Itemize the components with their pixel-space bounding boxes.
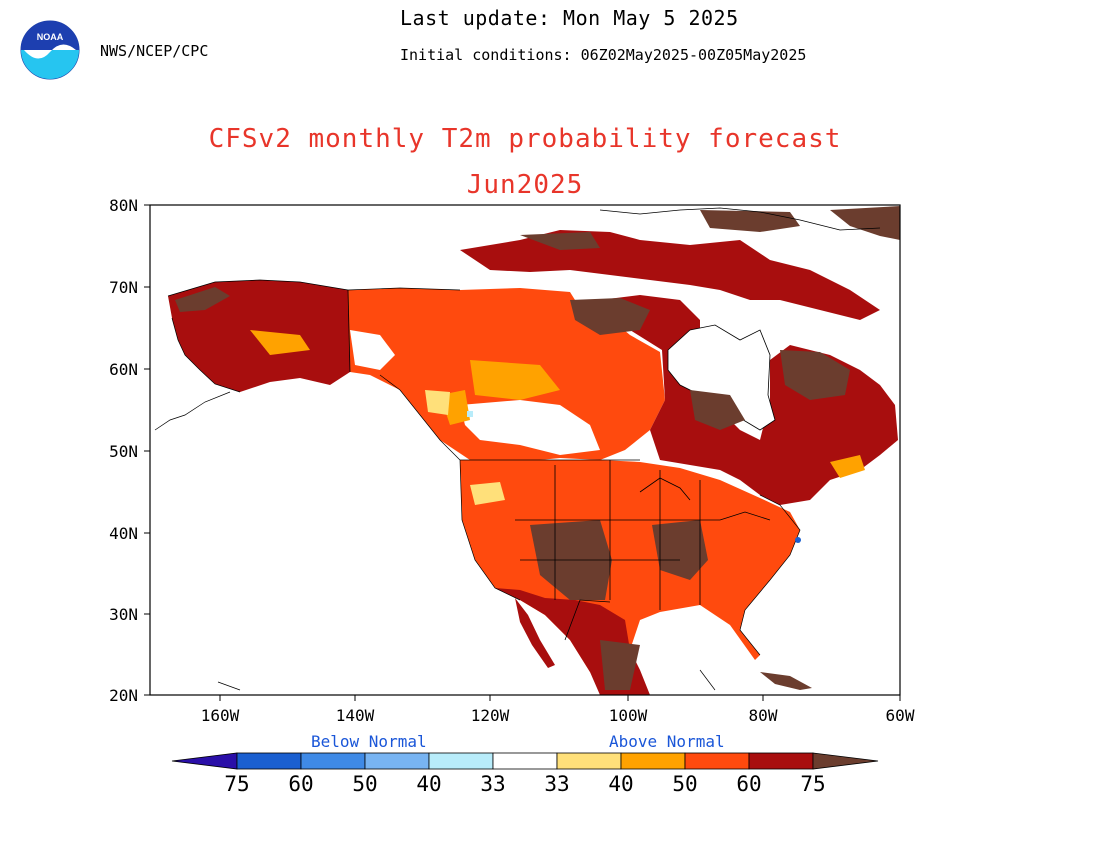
colorbar-label: 40 [416,772,442,796]
initial-conditions: Initial conditions: 06Z02May2025-00Z05Ma… [400,46,807,64]
lon-tick-label: 60W [885,706,915,725]
colorbar-label: 75 [224,772,250,796]
lon-tick-label: 120W [470,706,510,725]
above-normal-label: Above Normal [609,732,725,751]
colorbar-below-50 [300,752,366,770]
colorbar [171,752,879,770]
above-33-patches [425,390,505,505]
colorbar-label: 60 [288,772,314,796]
colorbar-above-33 [556,752,622,770]
lon-tick-label: 160W [200,706,240,725]
below-33-patch [467,411,473,417]
colorbar-label: 40 [608,772,634,796]
lat-tick-label: 60N [109,360,138,379]
last-update: Last update: Mon May 5 2025 [400,6,739,30]
tick-marks [144,204,901,701]
colorbar-normal [492,752,558,770]
below-normal-label: Below Normal [311,732,427,751]
noaa-logo-text: NOAA [37,32,64,42]
coastlines [154,207,881,691]
baja-peninsula [515,598,555,668]
noaa-logo: NOAA [20,20,80,80]
colorbar-label: 33 [544,772,570,796]
lon-tick-label: 140W [335,706,375,725]
lat-tick-label: 20N [109,686,138,705]
map-frame [149,204,901,696]
lat-tick-label: 30N [109,605,138,624]
arctic-islands [460,230,880,320]
colorbar-above-75-arrow [812,752,879,770]
lon-tick-label: 100W [608,706,648,725]
map-subtitle: Jun2025 [466,170,584,200]
colorbar-below-60 [236,752,302,770]
colorbar-below-33 [428,752,494,770]
colorbar-below-75-arrow [171,752,238,770]
colorbar-label: 33 [480,772,506,796]
colorbar-below-40 [364,752,430,770]
agency-label: NWS/NCEP/CPC [100,42,209,60]
below-60-spot [795,537,801,543]
conus-region [460,460,800,690]
lat-tick-label: 50N [109,442,138,461]
colorbar-above-40 [620,752,686,770]
colorbar-label: 50 [672,772,698,796]
lon-tick-label: 80W [748,706,778,725]
above-40-patches [250,330,865,478]
colorbar-above-50 [684,752,750,770]
colorbar-above-60 [748,752,814,770]
lat-tick-label: 70N [109,278,138,297]
lat-tick-label: 40N [109,524,138,543]
greenland-edge [830,206,900,240]
hudson-bay [667,324,776,431]
near-normal-patches [350,330,600,455]
colorbar-label: 50 [352,772,378,796]
cuba [760,672,812,690]
colorbar-label: 75 [800,772,826,796]
map-title: CFSv2 monthly T2m probability forecast [208,124,842,154]
lat-tick-label: 80N [109,196,138,215]
boundaries [347,289,771,641]
colorbar-label: 60 [736,772,762,796]
